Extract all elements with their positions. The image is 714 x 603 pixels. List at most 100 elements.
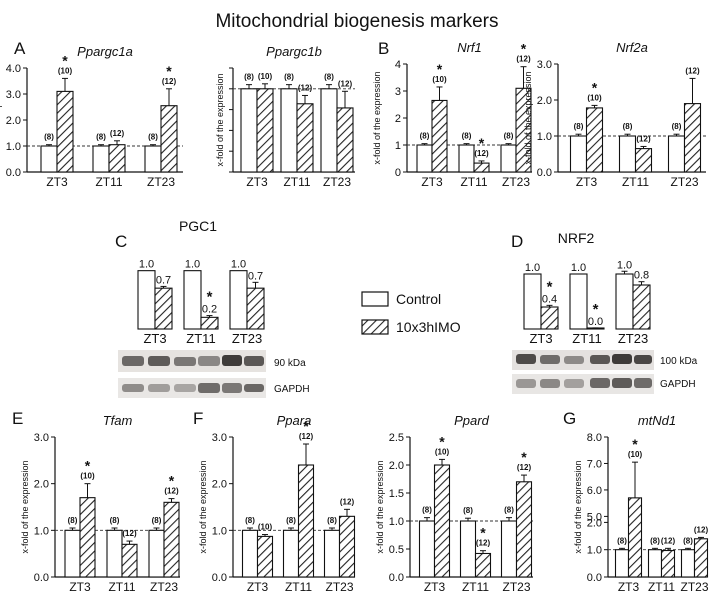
y-axis-label-ppargc1a: x-fold of the expression — [0, 73, 2, 166]
value-label-pgc1_blot: 0.7 — [156, 274, 171, 286]
sample-size-label-nrf1: (8) — [420, 132, 430, 141]
x-tick-label-pgc1_blot: ZT11 — [186, 331, 215, 346]
y-tick-label-ppard: 1.0 — [389, 516, 404, 528]
control-bar-nrf2_blot — [523, 273, 542, 330]
x-tick-label-ppargc1a: ZT3 — [46, 175, 68, 189]
y-tick-label-ppara: 2.0 — [212, 479, 227, 491]
x-tick-label-ppargc1a: ZT23 — [147, 175, 175, 189]
sample-size-label-mtnd1: (8) — [617, 536, 627, 545]
nrf2-blot-title: NRF2 — [558, 230, 595, 246]
control-bar-pgc1_blot — [137, 270, 156, 330]
sample-size-label-ppargc1a: (12) — [110, 129, 125, 138]
control-bar-ppard — [500, 520, 518, 578]
nrf2-loading-label: GAPDH — [660, 379, 696, 390]
value-label-pgc1_blot: 0.2 — [202, 304, 217, 316]
significance-star-nrf1: * — [479, 135, 485, 151]
treated-bar-ppard — [433, 464, 451, 578]
significance-star-tfam: * — [169, 473, 175, 489]
nrf2-western-blot — [512, 350, 654, 394]
x-tick-label-nrf2a: ZT23 — [670, 175, 698, 189]
sample-size-label-ppard: (12) — [517, 463, 532, 472]
pgc1-loading-label: GAPDH — [274, 384, 310, 395]
y-tick-label-ppara: 0.0 — [212, 572, 227, 584]
treated-bar-nrf2a — [585, 107, 604, 173]
sample-size-label-ppargc1b: (8) — [324, 73, 334, 82]
chart-title-nrf2a: Nrf2a — [616, 40, 648, 55]
treated-bar-nrf2a — [683, 103, 702, 173]
control-bar-ppargc1b — [320, 88, 338, 173]
treated-bar-ppard — [474, 552, 492, 578]
x-tick-label-nrf1: ZT3 — [421, 175, 443, 189]
panel-letter-c: C — [115, 232, 127, 251]
sample-size-label-ppard: (8) — [463, 506, 473, 515]
control-bar-ppargc1b — [280, 88, 298, 173]
y-tick-label-ppard: 2.0 — [389, 460, 404, 472]
value-label-nrf2_blot: 1.0 — [617, 259, 632, 271]
treated-bar-nrf1 — [473, 162, 490, 173]
y-tick-label-ppard: 1.5 — [389, 488, 404, 500]
legend: Control 10x3hIMO — [361, 291, 461, 335]
y-tick-label-mtnd1: 5.0 — [587, 511, 602, 523]
value-label-nrf2_blot: 0.8 — [634, 270, 649, 282]
y-tick-label-nrf1: 4 — [395, 59, 401, 71]
control-bar-ppara — [282, 529, 300, 578]
pgc1-blot-title: PGC1 — [179, 218, 217, 234]
sample-size-label-ppargc1b: (8) — [284, 73, 294, 82]
significance-star-ppargc1a: * — [62, 52, 68, 68]
y-tick-label-nrf2a: 1.0 — [537, 131, 552, 143]
y-tick-label-nrf1: 0 — [395, 167, 401, 179]
control-bar-nrf2_blot — [615, 273, 634, 330]
value-label-nrf2_blot: 0.4 — [542, 293, 557, 305]
chart-nrf2a: Nrf2a 0.0 1.0 2.0 3.0 x-fold of the expressio… — [523, 40, 706, 189]
significance-star-ppara: * — [303, 418, 309, 434]
control-bar-nrf1 — [458, 144, 475, 173]
chart-tfam: Tfam 0.0 1.0 2.0 3.0 x-fold of the expression… — [20, 413, 180, 594]
sample-size-label-tfam: (12) — [164, 487, 179, 496]
significance-star-ppargc1a: * — [166, 63, 172, 79]
y-tick-label-mtnd1: 0.0 — [587, 572, 602, 584]
sample-size-label-ppargc1a: (8) — [148, 133, 158, 142]
treated-bar-ppara — [297, 464, 315, 578]
y-tick-label-mtnd1: 2.0 — [587, 517, 602, 529]
x-tick-label-nrf1: ZT11 — [460, 175, 487, 189]
sample-size-label-ppargc1b: (8) — [244, 73, 254, 82]
control-bar-nrf2a — [618, 135, 637, 173]
x-tick-label-mtnd1: ZT3 — [618, 580, 640, 594]
sample-size-label-mtnd1: (12) — [694, 525, 709, 534]
x-tick-label-ppargc1a: ZT11 — [95, 175, 122, 189]
panel-letter-e: E — [12, 409, 23, 428]
value-label-pgc1_blot: 1.0 — [185, 259, 200, 271]
treated-bar-ppara — [338, 515, 356, 578]
sample-size-label-nrf1: (8) — [462, 132, 472, 141]
x-tick-label-ppargc1b: ZT3 — [246, 175, 268, 189]
sample-size-label-ppard: (8) — [422, 506, 432, 515]
y-axis-label-ppara: x-fold of the expression — [198, 460, 208, 553]
treated-bar-ppargc1a — [56, 90, 74, 173]
control-bar-nrf2a — [569, 135, 588, 173]
sample-size-label-ppard: (12) — [476, 539, 491, 548]
sample-size-label-mtnd1: (10) — [628, 450, 643, 459]
chart-ppara: Ppara 0.0 1.0 2.0 3.0 x-fold of the expressio… — [198, 413, 356, 594]
significance-star-ppard: * — [480, 525, 486, 541]
x-tick-label-pgc1_blot: ZT23 — [232, 331, 262, 346]
y-tick-label-ppara: 3.0 — [212, 432, 227, 444]
control-bar-nrf1 — [416, 144, 433, 173]
y-tick-label-nrf2a: 2.0 — [537, 95, 552, 107]
treated-bar-nrf2_blot — [540, 306, 559, 330]
control-bar-pgc1_blot — [183, 270, 202, 330]
value-label-pgc1_blot: 0.7 — [248, 270, 263, 282]
y-tick-label-ppargc1a: 3.0 — [6, 89, 21, 101]
x-tick-label-ppargc1b: ZT11 — [283, 175, 310, 189]
sample-size-label-nrf2a: (8) — [623, 122, 633, 131]
x-tick-label-ppara: ZT3 — [247, 580, 269, 594]
significance-star-pgc1_blot: * — [207, 289, 213, 306]
y-tick-label-tfam: 3.0 — [34, 432, 49, 444]
x-tick-label-ppara: ZT11 — [285, 580, 312, 594]
y-tick-label-nrf2a: 3.0 — [537, 59, 552, 71]
y-tick-label-ppard: 2.5 — [389, 432, 404, 444]
panel-letter-a: A — [14, 39, 26, 58]
panel-letter-b: B — [378, 39, 389, 58]
sample-size-label-mtnd1: (8) — [650, 536, 660, 545]
y-axis-label-nrf1: x-fold of the expression — [372, 71, 382, 164]
